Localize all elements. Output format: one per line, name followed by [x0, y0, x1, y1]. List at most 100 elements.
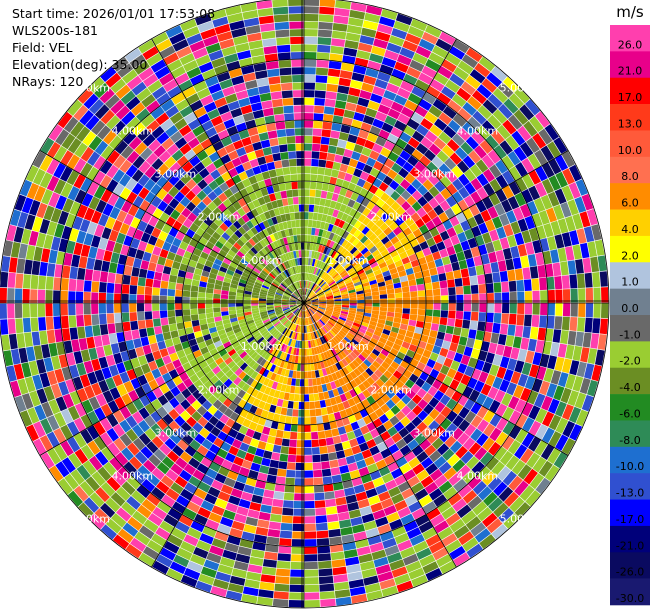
velocity-gate: [529, 364, 540, 378]
velocity-gate: [507, 196, 520, 210]
velocity-gate: [514, 268, 524, 281]
velocity-gate: [294, 113, 304, 121]
velocity-gate: [206, 282, 215, 289]
velocity-gate: [251, 414, 261, 424]
velocity-gate: [422, 202, 433, 214]
velocity-gate: [424, 282, 433, 290]
velocity-gate: [358, 154, 369, 164]
velocity-gate: [268, 388, 276, 397]
velocity-gate: [542, 250, 552, 265]
velocity-gate: [84, 269, 94, 281]
velocity-gate: [532, 240, 542, 254]
velocity-gate: [324, 168, 333, 177]
velocity-gate: [307, 333, 310, 341]
velocity-gate: [156, 92, 171, 106]
velocity-gate: [335, 344, 342, 352]
velocity-gate: [214, 531, 229, 542]
velocity-gate: [369, 167, 380, 178]
velocity-gate: [373, 556, 389, 568]
velocity-gate: [299, 310, 302, 318]
velocity-gate: [333, 307, 342, 311]
velocity-gate: [141, 363, 151, 375]
velocity-gate: [316, 67, 329, 76]
velocity-gate: [51, 236, 61, 251]
velocity-gate: [225, 452, 236, 463]
velocity-gate: [305, 325, 308, 333]
velocity-gate: [321, 229, 328, 238]
velocity-gate: [499, 450, 514, 466]
velocity-gate: [285, 329, 291, 337]
velocity-gate: [352, 278, 361, 284]
velocity-gate: [457, 107, 472, 122]
velocity-gate: [313, 267, 318, 275]
velocity-gate: [94, 369, 105, 382]
velocity-gate: [304, 462, 313, 471]
velocity-gate: [311, 439, 320, 448]
velocity-gate: [470, 348, 481, 359]
velocity-gate: [288, 268, 293, 276]
velocity-gate: [318, 298, 326, 301]
velocity-gate: [335, 178, 344, 187]
velocity-gate: [465, 136, 479, 150]
velocity-gate: [369, 245, 378, 254]
velocity-gate: [309, 307, 316, 313]
velocity-gate: [433, 494, 448, 507]
velocity-gate: [383, 420, 394, 431]
velocity-gate: [408, 501, 422, 513]
velocity-gate: [341, 213, 349, 222]
velocity-gate: [515, 428, 528, 444]
velocity-gate: [206, 317, 215, 324]
velocity-gate: [270, 338, 278, 346]
velocity-gate: [429, 267, 438, 276]
velocity-gate: [334, 323, 342, 330]
colorbar-swatch: [610, 578, 650, 606]
velocity-gate: [335, 235, 342, 244]
velocity-gate: [334, 303, 342, 305]
velocity-gate: [158, 230, 168, 241]
velocity-gate: [393, 241, 403, 250]
velocity-gate: [255, 479, 266, 489]
velocity-gate: [315, 312, 322, 318]
velocity-gate: [282, 280, 289, 287]
velocity-gate: [130, 320, 139, 331]
velocity-gate: [232, 395, 242, 405]
velocity-gate: [331, 233, 339, 242]
velocity-gate: [131, 169, 144, 182]
velocity-gate: [331, 372, 338, 381]
velocity-gate: [238, 425, 249, 435]
velocity-gate: [191, 319, 200, 327]
velocity-gate: [344, 173, 353, 182]
velocity-gate: [198, 573, 215, 586]
velocity-gate: [170, 267, 179, 276]
velocity-gate: [579, 211, 591, 228]
velocity-gate: [279, 414, 287, 423]
velocity-gate: [383, 140, 395, 151]
velocity-gate: [274, 306, 282, 310]
velocity-gate: [237, 546, 252, 556]
velocity-gate: [239, 247, 248, 255]
velocity-gate: [310, 316, 315, 324]
velocity-gate: [197, 303, 205, 309]
velocity-gate: [308, 204, 315, 212]
velocity-gate: [572, 345, 583, 361]
velocity-gate: [257, 400, 266, 410]
velocity-gate: [486, 293, 494, 303]
velocity-gate: [337, 85, 350, 95]
velocity-gate: [247, 336, 255, 343]
velocity-gate: [310, 266, 314, 274]
velocity-gate: [374, 227, 383, 237]
velocity-gate: [172, 375, 183, 386]
velocity-gate: [119, 433, 133, 447]
velocity-gate: [380, 147, 392, 158]
velocity-gate: [547, 303, 555, 316]
velocity-gate: [345, 102, 357, 112]
velocity-gate: [176, 46, 192, 59]
velocity-gate: [293, 292, 299, 298]
velocity-gate: [523, 468, 538, 485]
velocity-gate: [69, 390, 82, 406]
velocity-gate: [370, 261, 379, 269]
velocity-gate: [349, 370, 358, 380]
velocity-gate: [139, 328, 148, 338]
velocity-gate: [148, 235, 158, 246]
velocity-gate: [284, 279, 290, 286]
